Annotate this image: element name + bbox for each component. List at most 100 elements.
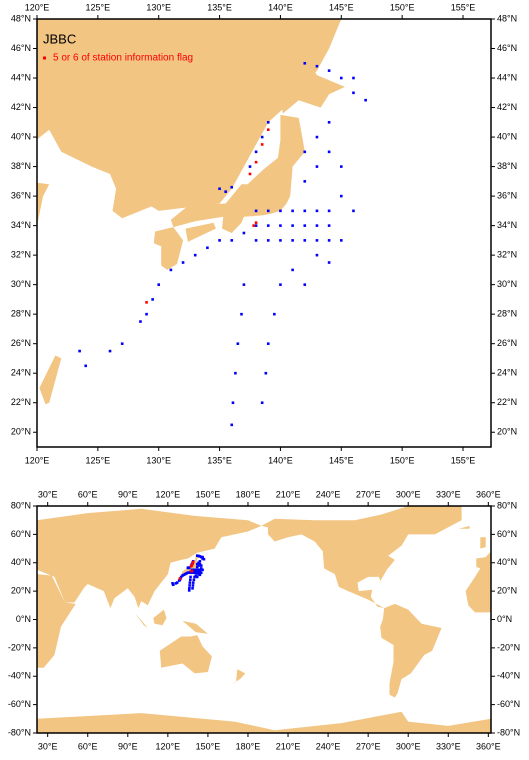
land	[39, 355, 62, 405]
y-tick-label: 46°N	[497, 43, 517, 53]
station	[234, 371, 237, 375]
y-tick-label: 36°N	[11, 190, 31, 200]
station	[193, 569, 196, 573]
x-tick-label: 120°E	[156, 489, 181, 499]
station	[230, 239, 234, 242]
station	[194, 574, 198, 577]
station	[279, 209, 282, 213]
y-tick-label: 42°N	[11, 102, 31, 112]
station	[291, 224, 294, 227]
map-title: JBBC	[43, 31, 76, 46]
y-tick-label: 80°N	[497, 500, 517, 510]
y-tick-label: 36°N	[497, 190, 517, 200]
x-tick-label: 180°E	[236, 741, 261, 751]
land	[465, 551, 491, 613]
station	[178, 577, 182, 580]
station	[201, 557, 204, 560]
station	[195, 569, 199, 573]
x-tick-label: 150°E	[196, 489, 221, 499]
x-tick-label: 130°E	[146, 455, 171, 465]
y-tick-label: 40°N	[497, 131, 517, 141]
station	[248, 165, 252, 168]
land	[170, 114, 305, 233]
station	[327, 261, 331, 264]
station	[291, 239, 294, 242]
station	[188, 586, 191, 590]
station	[186, 571, 190, 574]
x-tick-label: 155°E	[451, 455, 476, 465]
station	[195, 575, 199, 579]
y-tick-label: 48°N	[11, 13, 31, 23]
legend-marker	[43, 56, 46, 60]
land	[230, 669, 246, 685]
y-tick-label: 22°N	[497, 397, 517, 407]
y-tick-label: 20°N	[11, 586, 31, 596]
station	[264, 371, 268, 375]
x-tick-label: 140°E	[268, 2, 293, 12]
x-tick-label: 130°E	[146, 2, 171, 12]
x-tick-label: 360°E	[476, 741, 501, 751]
y-tick-label: 24°N	[11, 368, 31, 378]
y-tick-label: 28°N	[497, 309, 517, 319]
land	[37, 19, 342, 359]
station	[273, 312, 276, 316]
x-tick-label: 270°E	[356, 741, 381, 751]
y-tick-label: -60°N	[497, 699, 520, 709]
y-tick-label: 60°N	[497, 529, 517, 539]
station	[230, 423, 234, 427]
y-tick-label: 42°N	[497, 102, 517, 112]
x-tick-label: 30°E	[38, 741, 58, 751]
y-tick-label: 38°N	[11, 161, 31, 171]
y-tick-label: -40°N	[8, 671, 31, 681]
station	[198, 571, 202, 574]
station	[193, 575, 196, 579]
y-tick-label: 0°N	[497, 614, 512, 624]
x-tick-label: 60°E	[78, 489, 98, 499]
station	[315, 253, 319, 257]
station	[254, 150, 258, 154]
y-tick-label: 80°N	[11, 500, 31, 510]
y-tick-label: -20°N	[8, 642, 31, 652]
station	[185, 572, 188, 575]
station	[191, 562, 194, 565]
y-tick-label: 26°N	[497, 338, 517, 348]
station	[174, 582, 178, 585]
station	[242, 283, 246, 286]
x-tick-label: 240°E	[316, 741, 341, 751]
y-tick-label: 30°N	[497, 279, 517, 289]
y-tick-label: 46°N	[11, 43, 31, 53]
station	[291, 209, 294, 213]
station	[190, 571, 194, 574]
land	[159, 635, 212, 674]
station	[206, 246, 209, 250]
station	[194, 568, 198, 572]
x-tick-label: 270°E	[356, 489, 381, 499]
x-tick-label: 150°E	[390, 455, 415, 465]
land	[153, 227, 184, 270]
x-tick-label: 125°E	[86, 2, 111, 12]
station	[303, 283, 307, 286]
station	[78, 349, 81, 353]
map-area	[37, 506, 491, 733]
x-tick-label: 210°E	[276, 741, 301, 751]
station	[198, 562, 202, 566]
x-tick-label: 240°E	[316, 489, 341, 499]
station	[191, 560, 195, 564]
station	[352, 209, 355, 213]
y-tick-label: 24°N	[497, 368, 517, 378]
station	[191, 569, 195, 573]
land	[261, 506, 462, 609]
station	[339, 165, 343, 168]
station	[195, 571, 199, 574]
station	[279, 239, 282, 242]
station	[199, 564, 203, 567]
legend-label: 5 or 6 of station information flag	[53, 53, 193, 64]
station	[169, 268, 173, 272]
station	[303, 209, 307, 213]
y-tick-label: -80°N	[8, 727, 31, 737]
station	[197, 568, 200, 572]
x-tick-label: 210°E	[276, 489, 301, 499]
x-tick-label: 145°E	[329, 2, 354, 12]
